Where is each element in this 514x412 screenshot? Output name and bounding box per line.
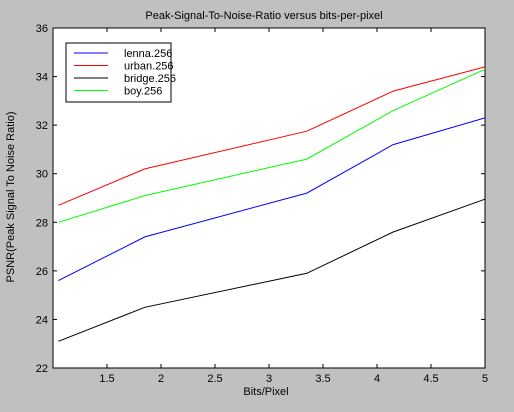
y-axis-label: PSNR(Peak Signal To Noise Ratio) [5,112,17,283]
series-line-lenna-256 [58,117,486,282]
x-tick-label: 2 [158,373,164,385]
y-tick-label: 30 [36,169,48,181]
x-tick-label: 4 [374,373,380,385]
y-tick-label: 24 [36,314,48,326]
series-line-urban-256 [58,66,486,206]
series-lines [58,66,486,342]
y-tick-label: 28 [36,217,48,229]
x-tick-label: 2.5 [207,373,222,385]
legend-label: bridge.256 [124,73,176,85]
axis-ticks: 1.5 2 2.5 3 3.5 4 4.5 5 22 24 26 28 30 32 34 36 [36,23,488,385]
x-tick-label: 5 [482,373,488,385]
x-tick-label: 3 [266,373,272,385]
series-line-boy-256 [58,68,486,223]
x-tick-label: 4.5 [423,373,438,385]
x-axis-label: Bits/Pixel [243,386,288,398]
legend-label: urban.256 [124,61,174,73]
y-tick-label: 36 [36,23,48,35]
y-tick-label: 34 [36,72,48,84]
series-line-bridge-256 [58,198,486,342]
x-tick-label: 3.5 [315,373,330,385]
y-tick-label: 32 [36,120,48,132]
y-tick-label: 22 [36,363,48,375]
legend-label: boy.256 [124,86,162,98]
y-tick-label: 26 [36,266,48,278]
chart-title: Peak-Signal-To-Noise-Ratio versus bits-p… [145,10,382,22]
x-tick-label: 1.5 [99,373,114,385]
legend-label: lenna.256 [124,48,172,60]
